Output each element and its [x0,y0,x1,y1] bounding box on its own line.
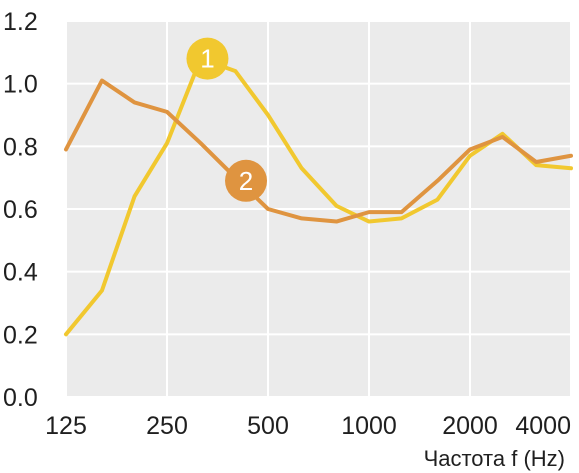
x-tick-label: 2000 [442,412,498,440]
series-line-2 [64,78,573,224]
x-tick-label: 500 [247,412,289,440]
y-tick-label: 0.8 [3,133,38,161]
series-marker-1 [186,37,229,80]
y-tick-label: 0.2 [3,321,38,349]
series-layer [64,56,573,337]
x-tick-label: 1000 [341,412,397,440]
x-tick-label: 125 [45,412,87,440]
series-marker-label-2: 2 [239,166,253,196]
y-tick-label: 1.2 [3,8,38,36]
x-tick-label: 250 [146,412,188,440]
x-axis-ticks: 125 250 500 1000 2000 4000 [45,412,571,440]
series-marker-2 [225,159,268,202]
series-marker-label-1: 1 [200,44,214,74]
marker-layer: 12 [186,37,268,202]
y-tick-label: 0.4 [3,259,38,287]
x-tick-label: 4000 [515,412,571,440]
y-tick-label: 0.0 [3,384,38,412]
y-axis-ticks: 0.0 0.2 0.4 0.6 0.8 1.0 1.2 [3,8,38,412]
x-axis-title: Частота f (Hz) [424,446,565,471]
y-tick-label: 1.0 [3,71,38,99]
y-tick-label: 0.6 [3,196,38,224]
